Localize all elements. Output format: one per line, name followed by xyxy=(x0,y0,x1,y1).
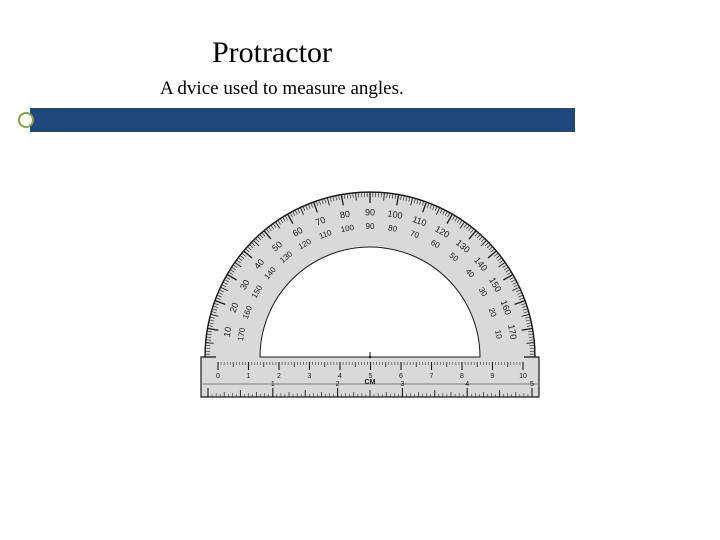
protractor-figure: 1020304050607080901001101201301401501601… xyxy=(190,172,550,402)
title-text: Protractor xyxy=(212,36,332,69)
svg-text:1: 1 xyxy=(271,381,275,388)
svg-text:2: 2 xyxy=(277,373,281,380)
svg-text:10: 10 xyxy=(519,373,527,380)
accent-bar xyxy=(30,108,575,132)
svg-text:3: 3 xyxy=(400,381,404,388)
svg-text:8: 8 xyxy=(460,373,464,380)
svg-text:1: 1 xyxy=(247,373,251,380)
svg-text:0: 0 xyxy=(216,373,220,380)
svg-text:5: 5 xyxy=(530,381,534,388)
svg-text:7: 7 xyxy=(430,373,434,380)
svg-text:4: 4 xyxy=(338,373,342,380)
protractor-svg: 1020304050607080901001101201301401501601… xyxy=(190,172,550,402)
svg-text:90: 90 xyxy=(365,207,375,217)
svg-text:10: 10 xyxy=(222,326,234,338)
svg-text:4: 4 xyxy=(465,381,469,388)
svg-text:90: 90 xyxy=(366,222,375,231)
svg-text:3: 3 xyxy=(308,373,312,380)
subtitle-text: A dvice used to measure angles. xyxy=(160,78,404,99)
svg-text:2: 2 xyxy=(336,381,340,388)
accent-bullet xyxy=(18,112,34,128)
svg-text:6: 6 xyxy=(399,373,403,380)
svg-text:CM: CM xyxy=(365,379,376,386)
svg-text:9: 9 xyxy=(491,373,495,380)
page-subtitle: A dvice used to measure angles. xyxy=(160,78,404,100)
svg-text:80: 80 xyxy=(339,209,351,221)
page-title: Protractor xyxy=(212,36,332,70)
